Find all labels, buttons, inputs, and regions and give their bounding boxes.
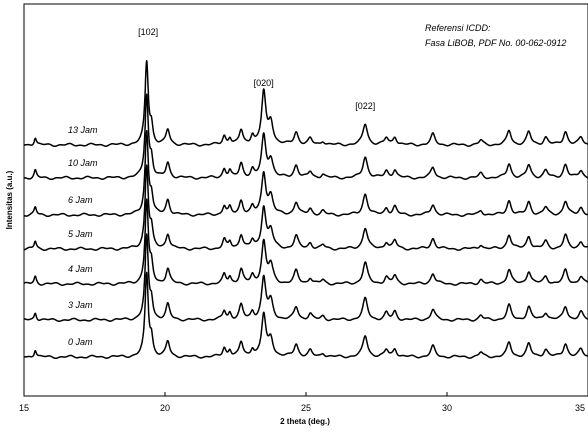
x-axis-label: 2 theta (deg.) (280, 417, 330, 426)
peak-label: [102] (138, 27, 158, 37)
series-label-group: 13 Jam 10 Jam 6 Jam 5 Jam 4 Jam 3 Jam 0 Jam (68, 125, 98, 347)
x-tick-label: 20 (160, 403, 170, 413)
trace-4-jam (23, 198, 588, 286)
trace-group (23, 60, 588, 360)
x-tick-label: 35 (575, 403, 585, 413)
x-tick-label: 30 (442, 403, 452, 413)
series-label: 5 Jam (68, 229, 93, 239)
reference-note-line-1: Referensi ICDD: (425, 23, 491, 33)
trace-13-jam (23, 60, 588, 148)
plot-frame (23, 3, 588, 397)
trace-10-jam (23, 93, 588, 181)
series-label: 10 Jam (68, 158, 98, 168)
series-label: 3 Jam (68, 300, 93, 310)
trace-3-jam (23, 233, 588, 323)
series-label: 6 Jam (68, 195, 93, 205)
x-tick-label: 25 (301, 403, 311, 413)
peak-label: [020] (254, 78, 274, 88)
y-axis-label: Intensitas (a.u.) (5, 170, 14, 229)
series-label: 4 Jam (68, 264, 93, 274)
x-axis-ticks: 15 20 25 30 35 (19, 392, 588, 413)
trace-5-jam (23, 164, 588, 252)
reference-note-line-2: Fasa LiBOB, PDF No. 00-062-0912 (425, 38, 566, 48)
trace-6-jam (23, 129, 588, 218)
series-label: 0 Jam (68, 337, 93, 347)
trace-0-jam (23, 271, 588, 360)
series-label: 13 Jam (68, 125, 98, 135)
peak-label: [022] (355, 101, 375, 111)
peak-label-group: [102] [020] [022] (138, 27, 375, 111)
x-tick-label: 15 (19, 403, 29, 413)
